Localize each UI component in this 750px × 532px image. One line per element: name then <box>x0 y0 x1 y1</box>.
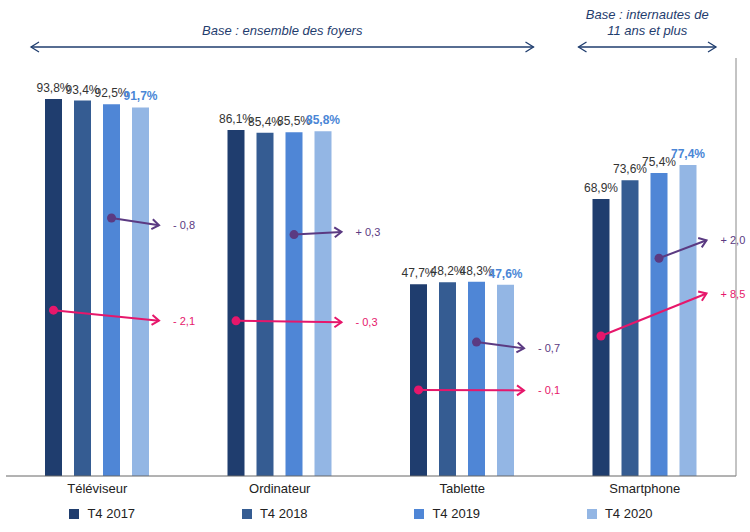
html-text:T4 2019: T4 2019 <box>432 506 481 521</box>
html-text:T4 2018: T4 2018 <box>259 506 308 521</box>
svg-text:47,6%: 47,6% <box>488 267 522 281</box>
svg-text:93,4%: 93,4% <box>65 82 100 97</box>
svg-text:Smartphone: Smartphone <box>609 481 680 496</box>
svg-text:- 0,7: - 0,7 <box>538 342 560 354</box>
svg-text:75,4%: 75,4% <box>642 154 676 169</box>
svg-text:- 0,8: - 0,8 <box>173 219 195 231</box>
svg-text:Téléviseur: Téléviseur <box>67 481 128 496</box>
svg-text:93,8%: 93,8% <box>36 81 71 95</box>
svg-text:47,7%: 47,7% <box>401 266 436 281</box>
svg-text:92,5%: 92,5% <box>94 86 129 101</box>
svg-text:- 0,1: - 0,1 <box>538 384 560 396</box>
svg-text:68,9%: 68,9% <box>584 181 618 195</box>
svg-text:73,6%: 73,6% <box>613 162 647 177</box>
svg-text:- 2,1: - 2,1 <box>173 315 195 327</box>
svg-text:86,1%: 86,1% <box>219 111 253 126</box>
svg-text:+ 2,0: + 2,0 <box>721 234 743 246</box>
svg-text:Base : internautes de: Base : internautes de <box>586 7 709 22</box>
svg-text:48,2%: 48,2% <box>430 264 465 279</box>
svg-text:Tablette: Tablette <box>439 481 485 496</box>
svg-text:91,7%: 91,7% <box>123 89 157 103</box>
svg-text:+ 0,3: + 0,3 <box>356 226 381 238</box>
svg-text:85,8%: 85,8% <box>306 113 340 127</box>
svg-text:+ 8,5: + 8,5 <box>721 288 743 300</box>
svg-text:48,3%: 48,3% <box>459 263 494 278</box>
svg-text:85,4%: 85,4% <box>248 114 282 129</box>
svg-text:Base : ensemble des foyers: Base : ensemble des foyers <box>202 23 363 38</box>
svg-text:Ordinateur: Ordinateur <box>249 481 311 496</box>
svg-text:77,4%: 77,4% <box>671 147 705 161</box>
svg-text:85,5%: 85,5% <box>277 114 311 129</box>
html-text:T4 2020: T4 2020 <box>604 506 653 521</box>
svg-text:11 ans et plus: 11 ans et plus <box>607 23 687 38</box>
svg-text:- 0,3: - 0,3 <box>356 316 378 328</box>
html-text:T4 2017: T4 2017 <box>87 506 136 521</box>
